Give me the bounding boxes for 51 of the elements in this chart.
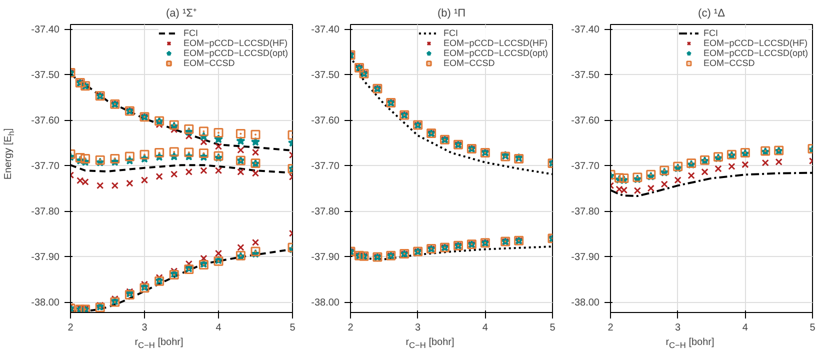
chart-title: (b) ¹Π xyxy=(437,8,466,20)
x-axis-title: r$_{C−H}$ [bohr] xyxy=(404,336,456,352)
y-tick-label: -37.80 xyxy=(311,206,340,218)
legend-label: EOM−CCSD xyxy=(443,58,495,68)
y-tick-label: -37.80 xyxy=(31,206,60,218)
y-tick-label: -37.80 xyxy=(571,206,600,218)
legend-label: FCI xyxy=(703,28,719,38)
y-tick-label: -37.90 xyxy=(311,252,340,264)
x-tick-label: 5 xyxy=(290,322,296,334)
x-tick-label: 3 xyxy=(675,322,682,334)
x-axis-title: r$_{C−H}$ [bohr] xyxy=(134,336,184,352)
y-tick-label: -37.50 xyxy=(31,70,60,82)
y-tick-label: -37.90 xyxy=(31,252,60,264)
y-tick-label: -38.00 xyxy=(31,298,60,309)
y-tick-label: -37.70 xyxy=(311,161,340,172)
legend-label: FCI xyxy=(183,28,199,38)
legend-label: EOM−CCSD xyxy=(183,58,235,68)
y-tick-label: -37.60 xyxy=(571,116,600,127)
y-tick-label: -37.50 xyxy=(571,70,600,82)
y-tick-label: -38.00 xyxy=(571,298,600,309)
y-tick-label: -37.40 xyxy=(311,24,340,36)
legend-label: EOM−pCCD−LCCSD(opt) xyxy=(703,48,808,58)
y-tick-label: -37.70 xyxy=(31,161,60,172)
x-tick-label: 3 xyxy=(415,322,422,334)
x-axis-title: r$_{C−H}$ [bohr] xyxy=(664,336,716,352)
y-tick-label: -38.00 xyxy=(311,298,340,309)
y-tick-label: -37.40 xyxy=(31,24,60,36)
legend-label: EOM−pCCD−LCCSD(HF) xyxy=(183,38,288,48)
x-tick-label: 5 xyxy=(550,322,556,334)
legend-label: EOM−pCCD−LCCSD(HF) xyxy=(443,38,548,48)
y-tick-label: -37.40 xyxy=(571,24,600,36)
chart-title: (c) ¹Δ xyxy=(698,8,726,20)
legend-label: FCI xyxy=(443,28,459,38)
x-tick-label: 4 xyxy=(742,322,748,334)
legend-label: EOM−CCSD xyxy=(703,58,755,68)
legend-label: EOM−pCCD−LCCSD(opt) xyxy=(443,48,548,58)
x-tick-label: 2 xyxy=(348,322,354,334)
chart-title: (a) ¹Σ⁺ xyxy=(166,8,197,20)
y-tick-label: -37.60 xyxy=(311,116,340,127)
y-tick-label: -37.70 xyxy=(571,161,600,172)
legend-label: EOM−pCCD−LCCSD(HF) xyxy=(703,38,808,48)
x-tick-label: 4 xyxy=(216,322,222,334)
y-tick-label: -37.60 xyxy=(31,116,60,127)
legend-label: EOM−pCCD−LCCSD(opt) xyxy=(183,48,288,58)
x-tick-label: 5 xyxy=(810,322,816,334)
x-tick-label: 4 xyxy=(482,322,488,334)
x-tick-label: 2 xyxy=(608,322,614,334)
y-tick-label: -37.50 xyxy=(311,70,340,82)
y-tick-label: -37.90 xyxy=(571,252,600,264)
x-tick-label: 3 xyxy=(142,322,148,334)
x-tick-label: 2 xyxy=(68,322,74,334)
